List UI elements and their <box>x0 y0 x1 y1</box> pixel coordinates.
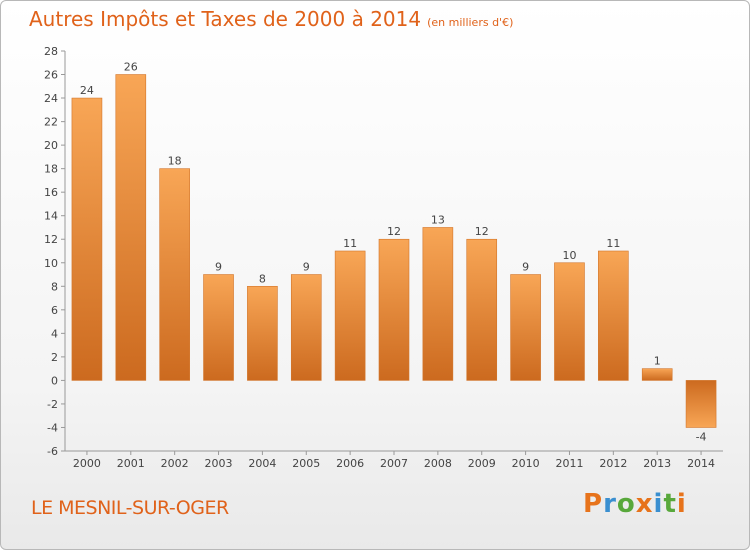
x-tick-label: 2014 <box>687 457 715 470</box>
x-tick-label: 2005 <box>292 457 320 470</box>
data-label: 8 <box>259 272 266 285</box>
data-label: 11 <box>606 237 620 250</box>
y-tick-label: 18 <box>44 163 58 176</box>
data-label: 10 <box>562 249 576 262</box>
bar <box>510 274 541 381</box>
x-tick-label: 2008 <box>424 457 452 470</box>
y-tick-label: 12 <box>44 233 58 246</box>
x-tick-label: 2001 <box>117 457 145 470</box>
data-label: 26 <box>124 61 138 74</box>
bar <box>334 250 366 381</box>
y-tick-label: 10 <box>44 257 58 270</box>
data-label: 18 <box>168 155 182 168</box>
x-tick-label: 2009 <box>468 457 496 470</box>
bar <box>554 262 585 381</box>
y-tick-label: 28 <box>44 45 58 58</box>
commune-name: LE MESNIL-SUR-OGER <box>31 497 229 519</box>
logo-letter: o <box>616 489 636 519</box>
y-tick-label: 22 <box>44 116 58 129</box>
chart-unit: (en milliers d'€) <box>427 16 514 29</box>
data-label: 11 <box>343 237 357 250</box>
chart-title: Autres Impôts et Taxes de 2000 à 2014 (en… <box>29 7 513 31</box>
bar <box>203 274 234 381</box>
y-tick-label: 8 <box>51 280 58 293</box>
chart-bars <box>71 74 717 428</box>
data-label: 24 <box>80 84 94 97</box>
bar <box>466 238 498 381</box>
data-label: 13 <box>431 213 445 226</box>
y-tick-label: -4 <box>47 421 58 434</box>
y-tick-label: 6 <box>51 304 58 317</box>
y-tick-label: 20 <box>44 139 58 152</box>
y-tick-label: 14 <box>44 210 58 223</box>
y-tick-label: 24 <box>44 92 58 105</box>
logo-letter: r <box>603 489 617 519</box>
data-label: 1 <box>654 355 661 368</box>
x-tick-label: 2004 <box>248 457 276 470</box>
logo-letter: i <box>653 489 664 519</box>
bar <box>685 380 717 428</box>
logo-letter: t <box>663 489 677 519</box>
logo-letter: x <box>635 489 654 519</box>
bar <box>115 74 147 381</box>
data-label: -4 <box>696 430 707 443</box>
x-tick-label: 2003 <box>205 457 233 470</box>
x-tick-label: 2013 <box>643 457 671 470</box>
y-tick-label: 26 <box>44 69 58 82</box>
data-label: 9 <box>522 261 529 274</box>
logo-letter: i <box>676 489 687 519</box>
data-label: 9 <box>215 261 222 274</box>
y-tick-label: -6 <box>47 445 58 458</box>
y-tick-label: -2 <box>47 398 58 411</box>
logo-letter: P <box>583 489 604 519</box>
data-label: 9 <box>303 261 310 274</box>
x-tick-label: 2012 <box>599 457 627 470</box>
bar <box>641 368 673 381</box>
data-label: 12 <box>387 225 401 238</box>
bar <box>378 238 410 381</box>
chart-title-text: Autres Impôts et Taxes de 2000 à 2014 <box>29 7 422 31</box>
y-tick-label: 4 <box>51 327 58 340</box>
x-tick-label: 2011 <box>555 457 583 470</box>
bar <box>247 285 278 381</box>
x-tick-label: 2006 <box>336 457 364 470</box>
y-tick-label: 0 <box>51 374 58 387</box>
bar <box>71 97 103 381</box>
y-tick-label: 2 <box>51 351 58 364</box>
x-tick-label: 2000 <box>73 457 101 470</box>
bar <box>598 250 629 381</box>
x-tick-label: 2002 <box>161 457 189 470</box>
x-tick-label: 2007 <box>380 457 408 470</box>
x-tick-label: 2010 <box>512 457 540 470</box>
proxiti-logo: Proxiti <box>583 489 687 519</box>
y-tick-label: 16 <box>44 186 58 199</box>
bar <box>422 227 454 381</box>
data-label: 12 <box>475 225 489 238</box>
bar <box>290 274 322 381</box>
bar <box>159 168 190 381</box>
